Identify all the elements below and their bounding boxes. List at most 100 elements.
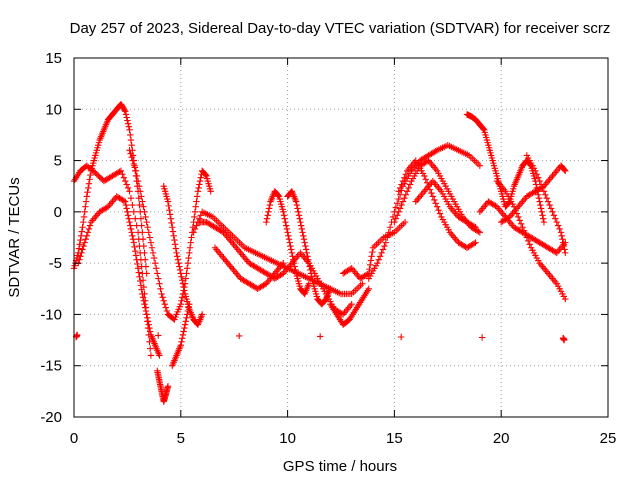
data-point-marker <box>178 338 185 345</box>
data-point-marker <box>182 318 189 325</box>
data-point-marker <box>168 219 175 227</box>
data-point-marker <box>198 311 206 318</box>
data-point-marker <box>132 252 140 259</box>
data-point-marker <box>132 247 139 255</box>
data-point-marker <box>81 208 88 216</box>
data-point-marker <box>347 265 354 273</box>
data-point-marker <box>398 181 405 188</box>
data-point-marker <box>177 342 184 349</box>
data-point-marker <box>302 246 310 253</box>
data-point-marker <box>136 242 143 250</box>
data-point-marker <box>546 201 553 209</box>
data-point-marker <box>550 212 558 219</box>
data-point-marker <box>475 228 482 235</box>
data-point-marker <box>132 215 139 222</box>
data-point-marker <box>131 164 139 171</box>
data-point-marker <box>169 228 177 235</box>
data-point-marker <box>533 171 540 178</box>
x-axis-title: GPS time / hours <box>283 458 397 475</box>
y-tick-label: 10 <box>45 101 62 118</box>
data-point-marker <box>122 108 129 115</box>
data-point-marker <box>156 352 163 359</box>
data-point-marker <box>307 266 314 274</box>
data-point-marker <box>155 275 162 282</box>
data-point-marker <box>81 239 88 246</box>
data-point-marker <box>538 208 545 216</box>
data-point-marker <box>300 232 307 239</box>
data-point-marker <box>476 162 484 169</box>
data-point-marker <box>359 280 366 287</box>
data-point-marker <box>137 282 145 289</box>
data-point-marker <box>196 181 203 188</box>
data-point-marker <box>515 213 522 221</box>
data-point-marker <box>82 198 90 205</box>
data-point-marker <box>139 294 147 301</box>
data-point-marker <box>123 205 130 212</box>
data-point-marker <box>193 193 201 200</box>
data-point-marker <box>431 196 438 204</box>
data-point-marker <box>85 225 93 233</box>
data-point-marker <box>171 236 178 244</box>
data-point-marker <box>263 218 270 226</box>
data-point-marker <box>290 256 297 263</box>
data-point-marker <box>472 224 479 231</box>
data-point-marker <box>128 153 135 161</box>
data-point-marker <box>83 193 91 200</box>
data-point-marker <box>435 206 442 214</box>
data-point-marker <box>193 198 200 205</box>
data-point-marker <box>129 201 136 209</box>
data-point-marker <box>133 256 140 263</box>
data-point-marker <box>128 229 135 236</box>
data-point-marker <box>127 131 134 139</box>
data-point-marker <box>135 183 143 190</box>
data-point-marker <box>401 218 409 226</box>
data-point-marker <box>134 265 142 272</box>
data-point-marker <box>139 198 146 205</box>
data-point-marker <box>145 321 152 328</box>
data-point-marker <box>122 177 129 185</box>
y-tick-label: 0 <box>54 204 62 221</box>
data-point-marker <box>291 263 298 270</box>
data-point-marker <box>282 218 289 226</box>
data-point-marker <box>308 273 316 281</box>
data-point-marker <box>395 195 402 203</box>
data-point-marker <box>264 212 271 219</box>
data-point-marker <box>161 300 168 308</box>
data-point-marker <box>196 177 204 185</box>
data-point-marker <box>139 270 146 277</box>
data-point-marker <box>532 167 539 175</box>
data-point-marker <box>86 176 93 183</box>
data-point-marker <box>281 215 288 222</box>
data-point-marker <box>284 229 291 236</box>
data-point-marker <box>382 239 390 246</box>
data-point-marker <box>516 217 523 224</box>
data-point-marker <box>398 201 405 209</box>
data-point-marker <box>301 239 308 246</box>
data-point-marker <box>125 123 133 130</box>
data-point-marker <box>432 200 439 207</box>
data-point-marker <box>135 236 142 243</box>
data-point-marker <box>553 218 560 226</box>
data-point-marker <box>138 286 145 293</box>
data-point-marker <box>433 203 441 210</box>
data-point-marker <box>77 253 84 260</box>
data-point-marker <box>547 205 555 212</box>
data-point-marker <box>295 208 302 216</box>
data-point-marker <box>289 253 296 260</box>
data-point-marker <box>188 234 195 241</box>
data-point-marker <box>187 239 194 246</box>
data-point-marker <box>429 193 437 200</box>
data-point-marker <box>549 208 556 216</box>
data-point-marker <box>399 177 407 185</box>
data-point-marker <box>185 254 192 262</box>
data-point-marker <box>197 212 204 219</box>
data-point-marker <box>124 120 132 127</box>
x-tick-label: 5 <box>177 430 185 447</box>
data-point-marker <box>137 277 144 285</box>
series-track-c <box>75 193 163 359</box>
data-point-marker <box>177 300 184 308</box>
data-point-marker <box>162 304 170 311</box>
data-point-marker <box>76 241 83 248</box>
series-track-m <box>327 285 372 328</box>
data-point-marker <box>141 300 148 308</box>
